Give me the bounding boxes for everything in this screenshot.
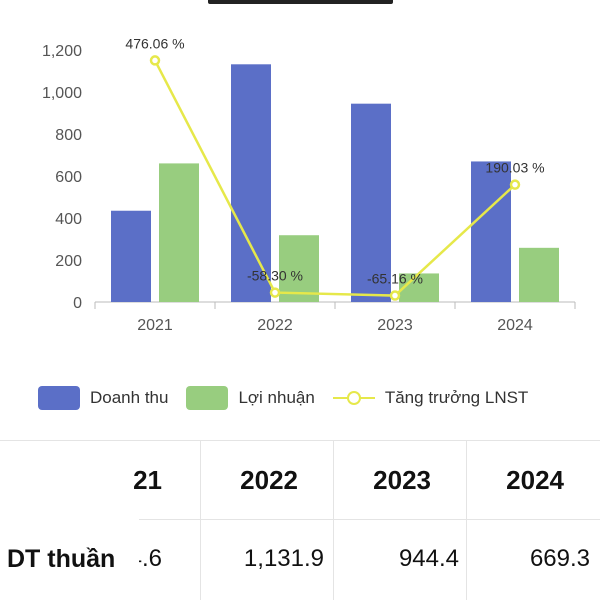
revenue-bar: [231, 64, 271, 303]
x-tick-label: 2024: [497, 317, 533, 334]
profit-bar: [279, 235, 319, 302]
table-cell: 944.4: [398, 545, 459, 572]
legend-item-growth[interactable]: Tăng trưởng LNST: [332, 386, 529, 410]
table-header-row: 21 2022 2023 2024: [0, 440, 600, 520]
y-tick-label: 0: [73, 295, 82, 312]
y-tick-label: 600: [55, 169, 82, 186]
revenue-bar: [111, 210, 151, 302]
financial-table: 21 2022 2023 2024 434.6 1,131.9 944.4 66…: [0, 440, 600, 600]
growth-data-label: 190.03 %: [485, 160, 544, 176]
table-header-cell: 21: [133, 464, 162, 495]
y-tick-label: 400: [55, 211, 82, 228]
table-cell: 669.3: [529, 545, 590, 572]
table-header-cell: 2022: [240, 464, 298, 495]
growth-point: [509, 179, 521, 190]
revenue-profit-chart: 0 200 400 600 800 1,000 1,200 2021 2022 2023 2024…: [42, 35, 576, 334]
table-column-divider: [466, 440, 467, 600]
profit-bar: [519, 247, 559, 302]
legend-item-profit[interactable]: Lợi nhuận: [186, 386, 315, 410]
y-tick-label: 200: [55, 253, 82, 270]
x-tick-label: 2023: [377, 317, 413, 334]
revenue-bar: [351, 103, 391, 303]
table-cell: 1,131.9: [243, 545, 324, 572]
table-header-cell: 2024: [506, 464, 564, 495]
table-row: 434.6 1,131.9 944.4 669.3 DT thuần: [0, 518, 600, 600]
table-column-divider: [333, 440, 334, 600]
growth-data-label: -65.16 %: [367, 271, 423, 287]
legend-swatch-growth: [332, 386, 375, 410]
growth-data-label: -58.30 %: [247, 268, 303, 284]
chart-legend: Doanh thu Lợi nhuận Tăng trưởng LNST: [38, 383, 546, 413]
revenue-bar: [471, 161, 511, 302]
growth-point: [149, 55, 161, 66]
y-tick-label: 1,000: [42, 85, 82, 102]
profit-bar: [399, 273, 439, 302]
table-header-cell: 2023: [373, 464, 431, 495]
x-axis: 2021 2022 2023 2024: [94, 302, 576, 334]
y-tick-label: 800: [55, 127, 82, 144]
profit-bar: [159, 163, 199, 302]
legend-label-profit: Lợi nhuận: [238, 388, 315, 407]
x-tick-label: 2022: [257, 317, 293, 334]
top-scroll-indicator: [208, 0, 393, 4]
y-tick-label: 1,200: [42, 43, 82, 60]
growth-line: [153, 59, 516, 297]
legend-swatch-revenue: [38, 386, 80, 410]
legend-label-growth: Tăng trưởng LNST: [384, 388, 529, 407]
x-tick-label: 2021: [137, 317, 173, 334]
bars-layer: [111, 64, 559, 303]
legend-item-revenue[interactable]: Doanh thu: [38, 386, 168, 410]
growth-line-layer: 476.06 % -58.30 % -65.16 % 190.03 %: [125, 35, 545, 301]
legend-swatch-profit: [186, 386, 229, 410]
growth-point: [389, 290, 401, 301]
legend-label-revenue: Doanh thu: [90, 388, 169, 407]
y-axis: 0 200 400 600 800 1,000 1,200: [42, 43, 82, 312]
table-row-label: DT thuần: [0, 518, 139, 600]
growth-point: [269, 287, 281, 298]
growth-data-label: 476.06 %: [125, 35, 184, 51]
table-column-divider: [200, 440, 201, 600]
